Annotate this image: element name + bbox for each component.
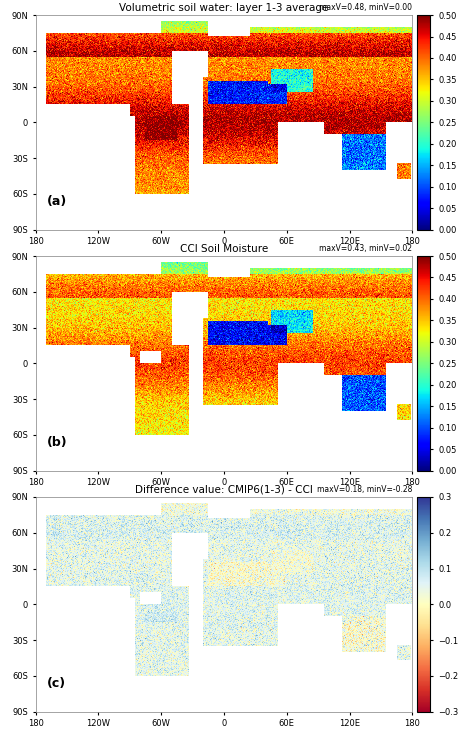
Text: (c): (c) xyxy=(47,677,66,690)
Text: (b): (b) xyxy=(47,436,67,449)
Text: (a): (a) xyxy=(47,195,67,209)
Text: maxV=0.43, minV=0.02: maxV=0.43, minV=0.02 xyxy=(319,244,412,253)
Title: Difference value: CMIP6(1-3) - CCI: Difference value: CMIP6(1-3) - CCI xyxy=(135,485,313,495)
Title: CCI Soil Moisture: CCI Soil Moisture xyxy=(180,244,268,254)
Title: Volumetric soil water: layer 1-3 average: Volumetric soil water: layer 1-3 average xyxy=(119,3,328,13)
Text: maxV=0.48, minV=0.00: maxV=0.48, minV=0.00 xyxy=(319,3,412,12)
Text: maxV=0.18, minV=-0.28: maxV=0.18, minV=-0.28 xyxy=(317,485,412,494)
